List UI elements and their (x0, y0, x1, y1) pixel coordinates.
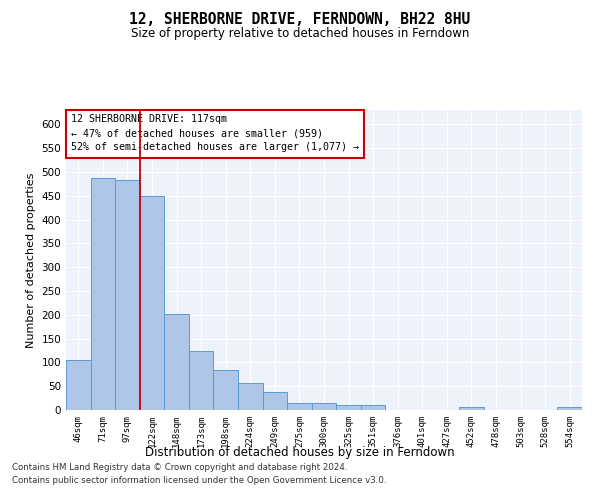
Bar (91, 178, 115, 410)
Text: Distribution of detached houses by size in Ferndown: Distribution of detached houses by size … (145, 446, 455, 459)
Bar (214, 370, 238, 410)
Bar (459, 407, 484, 410)
Bar (557, 406, 582, 410)
Text: 12 SHERBORNE DRIVE: 117sqm
← 47% of detached houses are smaller (959)
52% of sem: 12 SHERBORNE DRIVE: 117sqm ← 47% of deta… (71, 114, 359, 152)
Y-axis label: Number of detached properties: Number of detached properties (26, 172, 36, 348)
Text: Contains HM Land Registry data © Crown copyright and database right 2024.: Contains HM Land Registry data © Crown c… (12, 464, 347, 472)
Bar (66, 360, 91, 410)
Bar (263, 392, 287, 410)
Bar (287, 403, 312, 410)
Bar (140, 196, 164, 410)
Text: Size of property relative to detached houses in Ferndown: Size of property relative to detached ho… (131, 28, 469, 40)
Bar (312, 403, 336, 410)
Text: Contains public sector information licensed under the Open Government Licence v3: Contains public sector information licen… (12, 476, 386, 485)
Text: 12, SHERBORNE DRIVE, FERNDOWN, BH22 8HU: 12, SHERBORNE DRIVE, FERNDOWN, BH22 8HU (130, 12, 470, 28)
Bar (238, 383, 263, 410)
Bar (189, 352, 214, 410)
Bar (164, 314, 189, 410)
Bar (336, 405, 361, 410)
Bar (115, 180, 140, 410)
Bar (361, 405, 385, 410)
